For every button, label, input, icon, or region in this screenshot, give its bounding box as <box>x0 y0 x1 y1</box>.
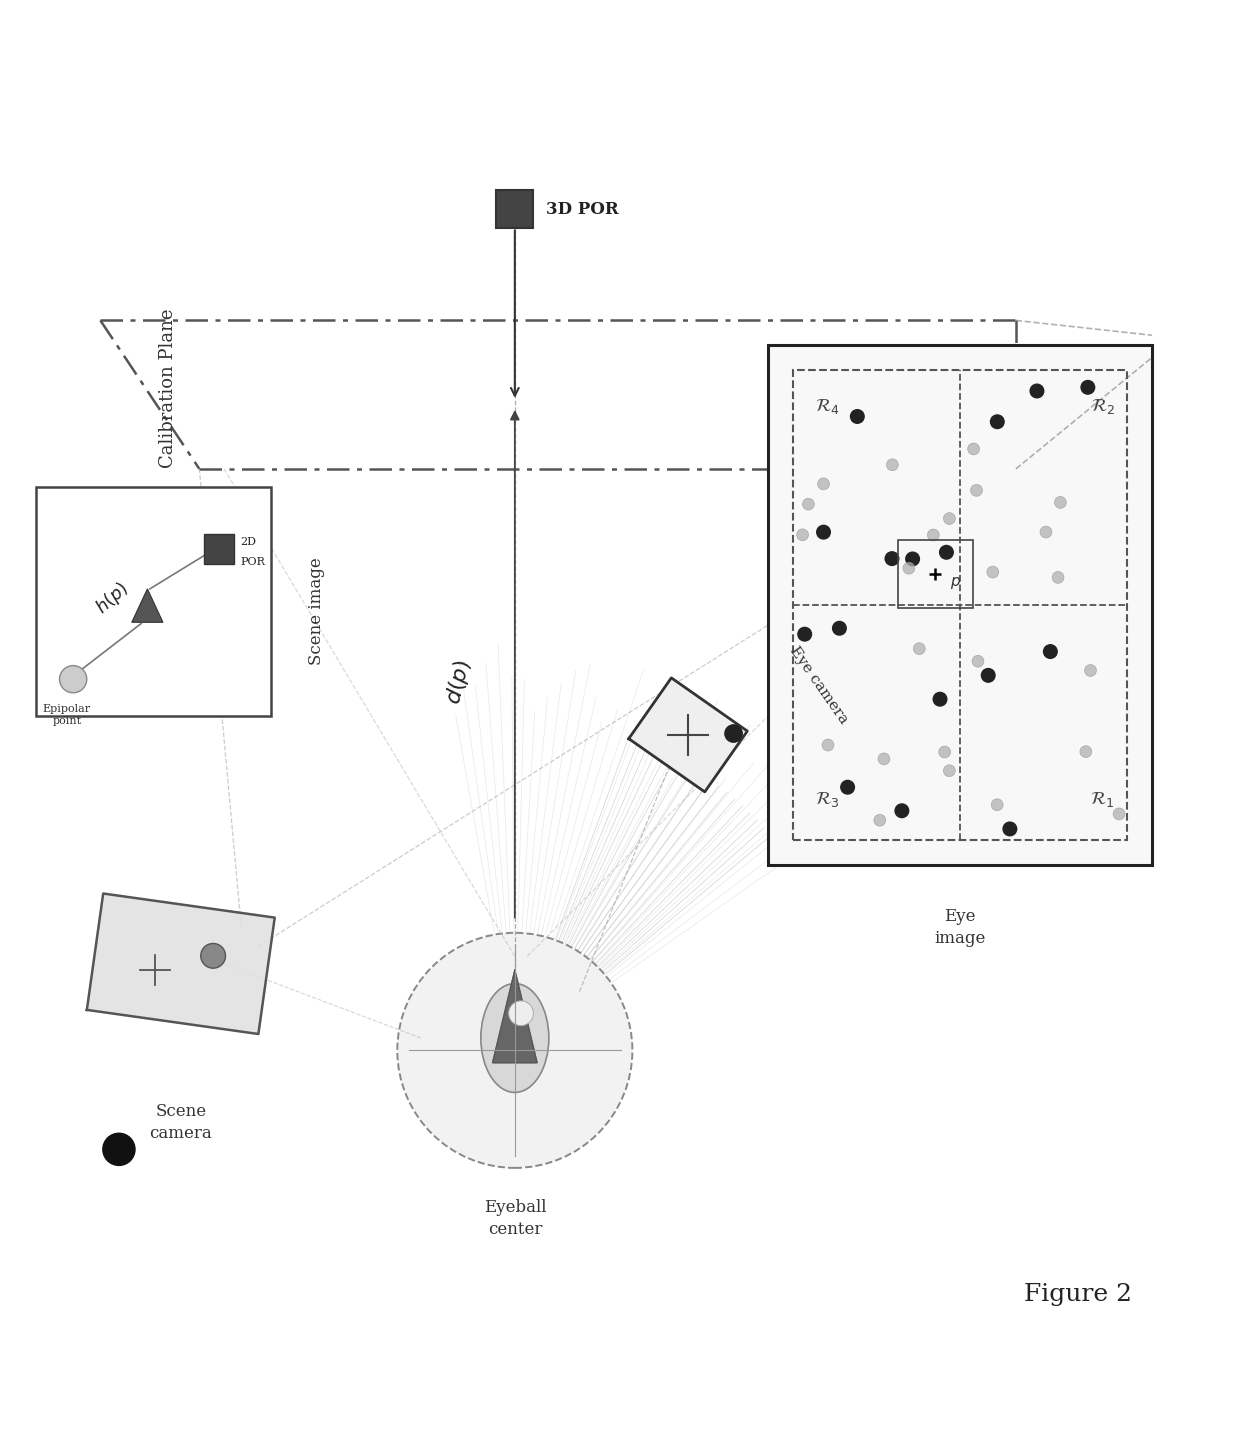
Circle shape <box>934 692 947 707</box>
Polygon shape <box>87 893 275 1035</box>
Circle shape <box>1114 808 1125 819</box>
FancyBboxPatch shape <box>769 345 1152 864</box>
FancyBboxPatch shape <box>205 535 234 564</box>
Circle shape <box>832 621 846 634</box>
Polygon shape <box>629 678 748 792</box>
Text: $\mathcal{R}_2$: $\mathcal{R}_2$ <box>1091 397 1115 416</box>
Circle shape <box>397 933 632 1168</box>
Text: $d(p)$: $d(p)$ <box>441 657 476 708</box>
Circle shape <box>725 725 743 743</box>
Text: $\mathcal{R}_1$: $\mathcal{R}_1$ <box>1090 790 1115 809</box>
Circle shape <box>887 460 898 471</box>
Circle shape <box>928 529 939 540</box>
Text: $h(p)$: $h(p)$ <box>92 578 134 620</box>
Circle shape <box>991 799 1003 811</box>
Text: Epipolar
point: Epipolar point <box>43 704 91 727</box>
Circle shape <box>1044 644 1058 659</box>
Circle shape <box>1081 380 1095 394</box>
FancyBboxPatch shape <box>36 487 272 717</box>
Circle shape <box>60 666 87 692</box>
Circle shape <box>1085 665 1096 676</box>
Circle shape <box>822 738 835 751</box>
Circle shape <box>1040 526 1052 538</box>
Circle shape <box>981 669 994 682</box>
Circle shape <box>885 552 899 565</box>
Circle shape <box>1030 384 1044 397</box>
FancyBboxPatch shape <box>496 191 533 228</box>
Ellipse shape <box>481 984 549 1092</box>
Text: Figure 2: Figure 2 <box>1024 1283 1132 1306</box>
Circle shape <box>817 526 831 539</box>
Circle shape <box>895 803 909 818</box>
Text: $\mathcal{R}_4$: $\mathcal{R}_4$ <box>816 397 841 416</box>
Text: Eye
image: Eye image <box>935 907 986 948</box>
Text: 2D: 2D <box>241 538 257 546</box>
Circle shape <box>903 562 915 574</box>
Text: Scene image: Scene image <box>309 558 325 665</box>
Circle shape <box>1003 822 1017 835</box>
Circle shape <box>1054 497 1066 509</box>
Circle shape <box>841 780 854 793</box>
Circle shape <box>914 643 925 655</box>
Circle shape <box>971 484 982 496</box>
Circle shape <box>939 746 951 759</box>
Circle shape <box>991 415 1004 429</box>
Circle shape <box>944 513 955 525</box>
Circle shape <box>797 627 811 642</box>
Circle shape <box>817 478 830 490</box>
Circle shape <box>987 566 998 578</box>
Circle shape <box>103 1133 135 1166</box>
Circle shape <box>1052 571 1064 584</box>
Text: $\mathcal{R}_3$: $\mathcal{R}_3$ <box>816 790 839 809</box>
Circle shape <box>878 753 890 764</box>
Circle shape <box>905 552 919 566</box>
Text: Calibration Plane: Calibration Plane <box>160 309 177 468</box>
Circle shape <box>201 944 226 968</box>
Circle shape <box>874 815 885 827</box>
Circle shape <box>796 529 808 540</box>
Circle shape <box>944 764 955 776</box>
Text: Scene
camera: Scene camera <box>149 1103 212 1142</box>
Circle shape <box>802 499 815 510</box>
Circle shape <box>1080 746 1091 757</box>
Text: 3D POR: 3D POR <box>546 201 619 218</box>
Circle shape <box>851 410 864 423</box>
Circle shape <box>940 545 954 559</box>
Text: Eyeball
center: Eyeball center <box>484 1199 546 1238</box>
Text: POR: POR <box>241 556 265 566</box>
Circle shape <box>972 655 983 668</box>
Text: $p$: $p$ <box>950 575 961 591</box>
Polygon shape <box>131 590 162 623</box>
Circle shape <box>967 444 980 455</box>
Text: Eye camera: Eye camera <box>787 644 851 727</box>
Circle shape <box>508 1001 533 1026</box>
Polygon shape <box>492 970 537 1062</box>
